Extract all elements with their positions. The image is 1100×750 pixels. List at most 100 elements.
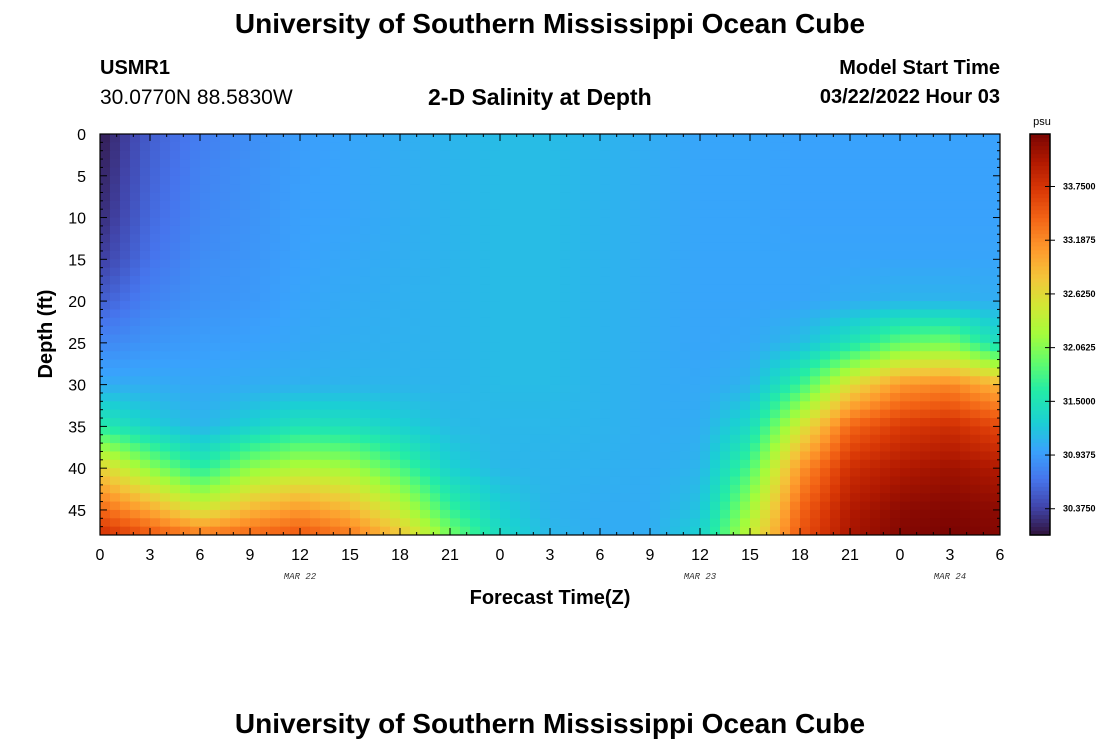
heatmap-cell [720,175,731,185]
heatmap-cell [870,418,881,427]
heatmap-cell [960,334,971,344]
heatmap-cell [960,376,971,386]
heatmap-cell [140,484,151,494]
colorbar-segment [1030,150,1050,155]
heatmap-cell [900,159,911,169]
heatmap-cell [120,209,131,219]
heatmap-cell [980,317,991,327]
heatmap-cell [670,150,681,160]
heatmap-cell [300,409,311,419]
heatmap-cell [460,493,471,503]
heatmap-cell [800,334,811,344]
heatmap-cell [560,409,571,419]
heatmap-cell [670,484,681,494]
heatmap-cell [800,493,811,503]
heatmap-cell [290,342,301,352]
heatmap-cell [710,200,721,210]
heatmap-cell [150,468,161,478]
heatmap-cell [360,484,371,494]
heatmap-cell [240,292,251,302]
heatmap-cell [690,376,701,386]
heatmap-cell [230,367,241,377]
heatmap-cell [160,418,171,427]
heatmap-cell [820,292,831,302]
heatmap-cell [970,242,981,252]
heatmap-cell [720,234,731,244]
heatmap-cell [740,175,751,185]
heatmap-cell [630,317,641,327]
colorbar-segment [1030,258,1050,263]
heatmap-cell [640,284,651,294]
heatmap-cell [360,401,371,411]
heatmap-cell [380,184,391,194]
heatmap-cell [350,459,361,469]
heatmap-cell [650,317,661,327]
heatmap-cell [510,184,521,194]
heatmap-cell [820,434,831,444]
heatmap-cell [520,184,531,194]
heatmap-cell [230,401,241,411]
heatmap-cell [200,276,211,285]
heatmap-cell [310,392,321,402]
heatmap-cell [380,434,391,444]
heatmap-cell [170,276,181,285]
heatmap-cell [860,284,871,294]
heatmap-cell [100,501,111,511]
heatmap-cell [550,301,561,311]
heatmap-cell [530,468,541,478]
heatmap-cell [530,134,541,143]
heatmap-cell [510,359,521,369]
heatmap-cell [840,134,851,143]
heatmap-cell [620,150,631,160]
heatmap-cell [350,184,361,194]
heatmap-cell [690,367,701,377]
heatmap-cell [350,434,361,444]
heatmap-cell [870,167,881,177]
heatmap-cell [590,384,601,394]
heatmap-cell [300,234,311,244]
heatmap-cell [630,401,641,411]
heatmap-cell [650,459,661,469]
heatmap-cell [330,225,341,235]
heatmap-cell [160,342,171,352]
heatmap-cell [150,301,161,311]
heatmap-cell [920,267,931,277]
heatmap-cell [500,267,511,277]
heatmap-cell [880,242,891,252]
heatmap-cell [380,234,391,244]
heatmap-cell [790,342,801,352]
heatmap-cell [840,443,851,453]
heatmap-cell [310,234,321,244]
heatmap-cell [640,384,651,394]
heatmap-cell [960,342,971,352]
heatmap-cell [110,384,121,394]
heatmap-cell [200,234,211,244]
heatmap-cell [420,418,431,427]
heatmap-cell [420,401,431,411]
heatmap-cell [940,284,951,294]
heatmap-cell [920,484,931,494]
colorbar-segment [1030,466,1050,472]
heatmap-cell [280,484,291,494]
heatmap-cell [380,209,391,219]
x-tick-label: 0 [96,547,105,564]
heatmap-cell [830,276,841,285]
heatmap-cell [750,209,761,219]
heatmap-cell [160,209,171,219]
heatmap-cell [250,142,261,152]
heatmap-cell [550,309,561,319]
heatmap-cell [820,493,831,503]
heatmap-cell [140,384,151,394]
heatmap-cell [990,276,1000,285]
heatmap-cell [770,209,781,219]
heatmap-cell [740,434,751,444]
heatmap-cell [490,200,501,210]
heatmap-cell [450,284,461,294]
heatmap-cell [180,501,191,511]
heatmap-cell [110,309,121,319]
heatmap-cell [910,267,921,277]
heatmap-cell [380,468,391,478]
heatmap-cell [260,418,271,427]
heatmap-cell [380,250,391,260]
heatmap-cell [880,459,891,469]
